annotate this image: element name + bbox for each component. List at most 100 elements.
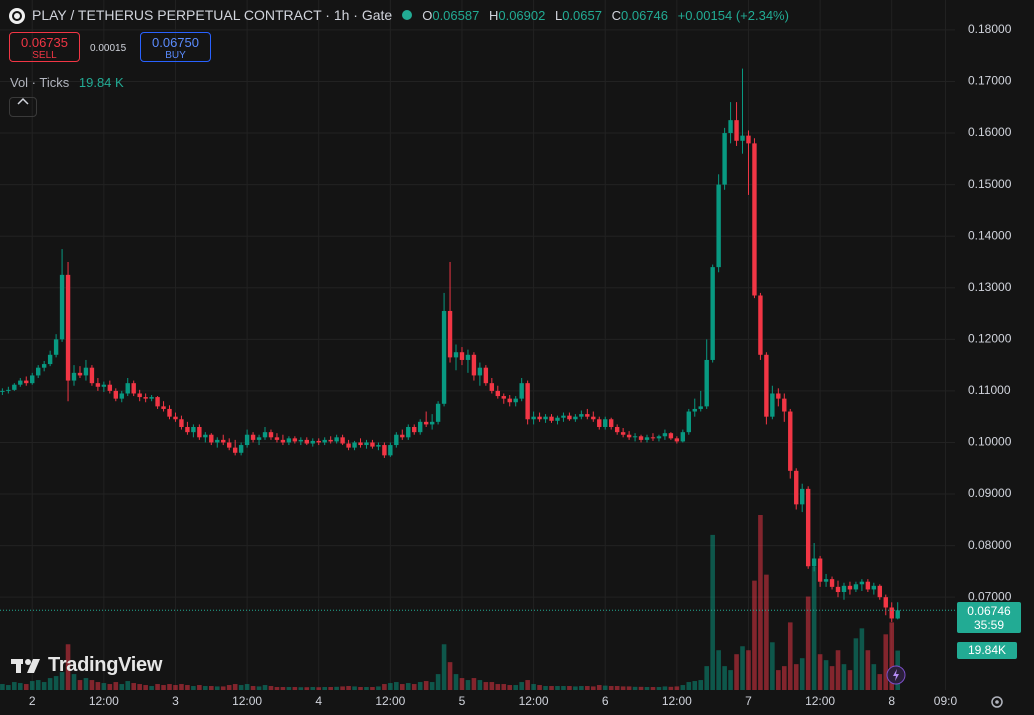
- candle-body: [346, 443, 351, 448]
- volume-bar: [555, 686, 560, 690]
- candle-body: [304, 439, 309, 444]
- volume-bar: [405, 683, 411, 690]
- candle-body: [513, 398, 518, 403]
- volume-bar: [579, 686, 584, 690]
- candle-body: [549, 416, 554, 421]
- volume-bar: [280, 687, 286, 690]
- candle-body: [406, 426, 411, 438]
- candle-body: [209, 434, 214, 443]
- candle-body: [161, 406, 166, 409]
- candle-body: [310, 440, 315, 444]
- volume-bar: [859, 628, 865, 690]
- candle-body: [758, 295, 763, 355]
- candle-body: [203, 434, 208, 438]
- close-value: 0.06746: [621, 7, 668, 23]
- volume-bar: [286, 687, 292, 690]
- candle-body: [573, 416, 578, 420]
- candle-body: [507, 398, 512, 403]
- candle-body: [95, 383, 101, 387]
- sell-button[interactable]: 0.06735 SELL: [9, 32, 80, 62]
- candle-body: [752, 143, 757, 296]
- candle-body: [459, 352, 465, 360]
- candle-body: [185, 426, 190, 433]
- candle-body: [77, 372, 83, 376]
- candle-body: [692, 408, 697, 412]
- volume-bar: [614, 686, 620, 690]
- candle-body: [770, 393, 775, 417]
- y-tick-label: 0.11000: [968, 383, 1011, 397]
- spread: 0.00015: [90, 43, 127, 54]
- countdown: 35:59: [973, 618, 1005, 633]
- volume-legend: Vol · Ticks 19.84 K: [10, 75, 124, 90]
- candle-body: [113, 390, 118, 399]
- candle-body: [47, 354, 53, 365]
- volume-bar: [35, 680, 41, 690]
- candle-body: [262, 432, 268, 438]
- candle-body: [782, 398, 787, 412]
- candle-body: [477, 367, 483, 376]
- collapse-button[interactable]: [9, 97, 37, 117]
- volume-bar: [817, 654, 823, 690]
- candle-body: [662, 433, 668, 437]
- volume-bar: [328, 687, 333, 690]
- candle-body: [609, 419, 614, 427]
- candle-body: [794, 470, 799, 505]
- buy-price: 0.06750: [152, 35, 199, 50]
- volume-bar: [119, 684, 125, 690]
- candle-body: [614, 426, 620, 433]
- volume-bar: [268, 686, 274, 690]
- buy-button[interactable]: 0.06750 BUY: [140, 32, 211, 62]
- volume-bar: [143, 685, 148, 690]
- brand-logo-part: [27, 659, 40, 673]
- volume-bar: [250, 686, 256, 690]
- brand: TradingView: [48, 654, 163, 676]
- volume-bar: [644, 687, 650, 690]
- candle-body: [274, 437, 280, 440]
- buy-label: BUY: [165, 50, 186, 61]
- y-tick-label: 0.16000: [968, 125, 1012, 139]
- candle-body: [173, 416, 178, 420]
- candle-body: [698, 406, 703, 409]
- candle-body: [119, 393, 124, 399]
- high-value: 0.06902: [498, 7, 546, 23]
- y-tick-label: 0.15000: [968, 177, 1012, 191]
- candle-body: [447, 310, 453, 358]
- x-tick-label: 12:00: [662, 694, 692, 708]
- volume-bar: [441, 644, 447, 690]
- volume-pane: [0, 515, 900, 690]
- volume-bar: [746, 650, 751, 690]
- volume-bar: [847, 670, 853, 690]
- volume-bar: [59, 672, 65, 690]
- header: PLAY / TETHERUS PERPETUAL CONTRACT · 1h …: [32, 7, 789, 23]
- candle-body: [268, 432, 274, 438]
- candle-body: [686, 411, 691, 433]
- volume-bar: [322, 687, 327, 690]
- volume-bar: [244, 684, 250, 690]
- candle-body: [394, 434, 399, 446]
- volume-bar: [191, 686, 196, 690]
- candle-body: [489, 383, 495, 391]
- volume-bar: [417, 682, 423, 690]
- volume-bar: [41, 682, 47, 690]
- volume-bar: [770, 642, 775, 690]
- candle-body: [626, 434, 632, 438]
- candle-body: [232, 447, 238, 453]
- volume-bar: [226, 685, 232, 690]
- volume-bar: [358, 687, 363, 690]
- volume-bar: [608, 686, 614, 690]
- volume-bar: [12, 682, 17, 690]
- candle-body: [30, 375, 35, 384]
- volume-bar: [632, 686, 638, 690]
- volume-bar: [764, 574, 769, 690]
- volume-bar: [107, 684, 113, 690]
- volume-bar: [471, 678, 477, 690]
- volume-bar: [537, 685, 542, 690]
- candle-body: [835, 586, 841, 593]
- candle-body: [829, 579, 835, 587]
- settings-icon[interactable]: [991, 696, 1003, 708]
- volume-bar: [137, 684, 142, 690]
- volume-bar: [501, 684, 507, 690]
- volume-bar: [203, 686, 208, 690]
- volume-bar: [53, 676, 59, 690]
- volume-bar: [573, 686, 578, 690]
